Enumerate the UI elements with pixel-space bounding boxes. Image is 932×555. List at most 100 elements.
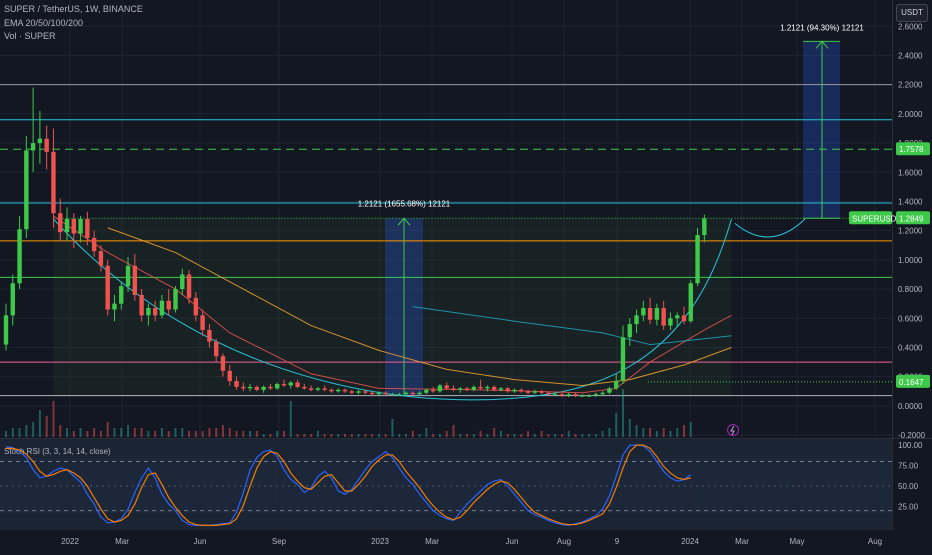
symbol-title[interactable]: SUPER / TetherUS, 1W, BINANCE — [4, 4, 143, 14]
volume-indicator-legend[interactable]: Vol · SUPER — [4, 31, 56, 41]
candle-body — [152, 308, 158, 316]
candle-body — [593, 394, 599, 396]
price-label-current-bg — [896, 211, 930, 225]
volume-bar — [377, 434, 380, 437]
volume-bar — [683, 425, 685, 437]
volume-bar — [45, 416, 48, 437]
volume-bar — [350, 434, 353, 437]
volume-bar — [276, 431, 279, 437]
candle-body — [336, 389, 341, 392]
volume-bar — [133, 428, 136, 437]
volume-bar — [194, 431, 197, 437]
candle-body — [241, 386, 246, 389]
candle-body — [329, 389, 334, 392]
volume-bar — [649, 428, 652, 437]
volume-bar — [215, 428, 218, 437]
y-tick-label: 2.4000 — [898, 51, 923, 60]
volume-bar — [113, 428, 116, 437]
volume-bar — [520, 434, 523, 437]
ema-line — [107, 227, 732, 386]
volume-bar — [242, 431, 245, 437]
candle-body — [213, 341, 219, 357]
candle-body — [173, 289, 178, 310]
candle-body — [627, 324, 632, 338]
volume-bar — [628, 419, 631, 437]
y-tick-label: 1.6000 — [898, 168, 923, 177]
candle-body — [139, 294, 144, 316]
ema-indicator-legend[interactable]: EMA 20/50/100/200 — [4, 18, 84, 28]
volume-bar — [181, 428, 184, 437]
volume-bar — [588, 434, 591, 437]
volume-bar — [269, 434, 272, 437]
volume-bar — [337, 434, 340, 437]
candle-body — [458, 388, 463, 390]
volume-bar — [262, 434, 265, 437]
candle-body — [519, 389, 524, 392]
volume-bar — [493, 428, 496, 437]
volume-bar — [486, 434, 489, 437]
volume-bar — [5, 431, 7, 437]
candle-body — [614, 381, 619, 389]
candle-body — [322, 388, 327, 390]
y-tick-label: 1.4000 — [898, 197, 923, 206]
stoch-rsi-line — [6, 444, 691, 526]
candle-body — [437, 385, 443, 392]
stoch-rsi-line — [5, 444, 692, 526]
x-tick-label: 2024 — [681, 537, 699, 546]
volume-bar — [513, 434, 516, 437]
candle-body — [430, 389, 436, 392]
candle-body — [105, 265, 110, 310]
candle-body — [559, 394, 565, 396]
volume-bar — [391, 419, 394, 437]
candle-body — [512, 389, 517, 392]
volume-bar — [615, 413, 618, 437]
x-tick-label: Aug — [557, 537, 571, 546]
volume-bar — [405, 434, 408, 437]
candle-body — [552, 394, 558, 396]
volume-bar — [296, 434, 299, 437]
candle-body — [220, 356, 226, 371]
candle-body — [410, 392, 415, 395]
volume-bar — [506, 434, 509, 437]
y-tick-label: 1.2000 — [898, 227, 923, 236]
currency-unit-button[interactable]: USDT — [896, 4, 928, 22]
candle-body — [24, 150, 29, 230]
stoch-tick-label: 50.00 — [898, 482, 919, 491]
volume-bar — [466, 434, 469, 437]
volume-bar — [581, 434, 584, 437]
volume-bar — [99, 431, 102, 437]
volume-bar — [235, 431, 238, 437]
volume-bar — [32, 422, 35, 437]
candle-body — [444, 385, 449, 389]
volume-bar — [621, 389, 624, 437]
volume-bar — [554, 434, 557, 437]
volume-bar — [38, 410, 41, 437]
volume-bar — [635, 425, 638, 437]
candle-body — [30, 143, 36, 151]
candle-body — [397, 394, 402, 396]
x-tick-label: 9 — [615, 537, 620, 546]
volume-bar — [255, 431, 258, 437]
volume-bar — [608, 428, 611, 437]
candle-body — [247, 386, 253, 389]
y-tick-label: 2.2000 — [898, 81, 923, 90]
candle-body — [356, 391, 361, 393]
x-tick-label: Sep — [272, 537, 287, 546]
volume-bar — [147, 431, 150, 437]
candle-body — [85, 219, 90, 238]
candle-body — [451, 388, 456, 390]
volume-bar — [188, 431, 191, 437]
candle-body — [146, 308, 151, 316]
candle-body — [464, 388, 470, 390]
candle-body — [539, 391, 544, 393]
measure-label-cup: 1.2121 (1655.68%) 12121 — [358, 199, 451, 208]
candle-body — [3, 315, 9, 345]
candle-body — [417, 392, 422, 395]
candle-body — [227, 370, 232, 382]
y-tick-label: 0.6000 — [898, 314, 923, 323]
volume-bar — [452, 425, 455, 437]
volume-bar — [282, 431, 285, 437]
candle-body — [485, 386, 490, 389]
